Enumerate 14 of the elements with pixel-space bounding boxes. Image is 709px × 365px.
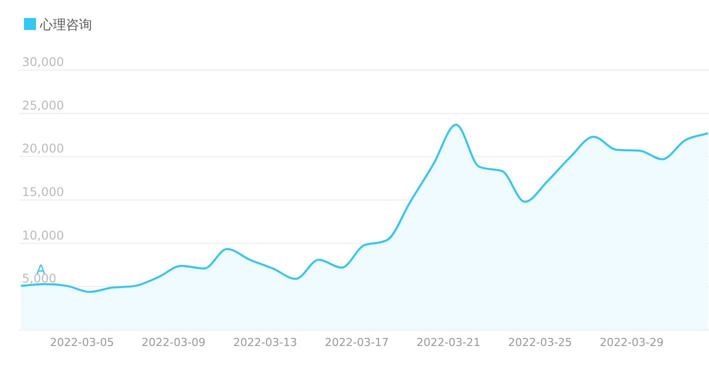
x-tick-label: 2022-03-25 bbox=[508, 336, 572, 349]
x-tick-label: 2022-03-09 bbox=[142, 336, 206, 349]
x-tick-label: 2022-03-29 bbox=[600, 336, 664, 349]
y-tick-label: 20,000 bbox=[22, 142, 64, 156]
x-tick-label: 2022-03-17 bbox=[324, 336, 389, 349]
y-tick-label: 25,000 bbox=[22, 98, 64, 112]
x-tick-label: 2022-03-05 bbox=[50, 336, 114, 349]
y-tick-label: 15,000 bbox=[22, 185, 64, 199]
legend: 心理咨询 bbox=[24, 18, 92, 33]
x-tick-label: 2022-03-13 bbox=[233, 336, 298, 349]
legend-label: 心理咨询 bbox=[39, 17, 92, 33]
y-tick-label: 10,000 bbox=[22, 228, 64, 242]
x-tick-label: 2022-03-21 bbox=[416, 336, 480, 349]
y-tick-label: 30,000 bbox=[22, 55, 64, 69]
